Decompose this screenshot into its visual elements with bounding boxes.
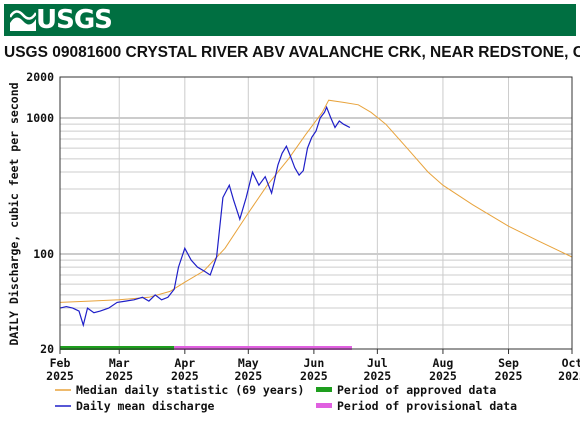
x-tick-label-year: 2025 (105, 369, 133, 383)
usgs-wave-icon (10, 10, 36, 31)
x-tick-label-year: 2025 (429, 369, 457, 383)
x-tick-label-year: 2025 (171, 369, 199, 383)
plot-border (59, 76, 573, 350)
x-tick-label-month: Oct (562, 356, 580, 370)
legend-label-2: Period of approved data (337, 383, 496, 397)
chart-title: USGS 09081600 CRYSTAL RIVER ABV AVALANCH… (4, 44, 580, 61)
x-tick-label-month: Jul (367, 356, 388, 370)
x-tick-label-month: Feb (50, 356, 71, 370)
series-layer (59, 99, 573, 350)
axis-layer: 2010010002000Feb2025Mar2025Apr2025May202… (26, 70, 580, 383)
grid-layer (59, 76, 573, 350)
legend-label-1: Daily mean discharge (76, 399, 215, 413)
x-tick-label-month: Mar (109, 356, 130, 370)
y-tick-label: 100 (33, 247, 54, 261)
legend-label-3: Period of provisional data (337, 399, 517, 413)
x-tick-label-month: Aug (433, 356, 454, 370)
usgs-banner: USGS (4, 4, 576, 36)
x-tick-label-year: 2025 (495, 369, 523, 383)
x-tick-label-month: May (238, 356, 259, 370)
y-tick-label: 20 (40, 342, 54, 356)
legend-label-0: Median daily statistic (69 years) (76, 383, 304, 397)
x-tick-label-year: 2025 (558, 369, 580, 383)
x-tick-label-year: 2025 (300, 369, 328, 383)
x-tick-label-year: 2025 (234, 369, 262, 383)
period-bar-3 (174, 346, 352, 350)
x-tick-label-month: Apr (174, 356, 195, 370)
legend-layer: Median daily statistic (69 years) Daily m… (55, 383, 517, 413)
x-tick-label-year: 2025 (364, 369, 392, 383)
x-tick-label-year: 2025 (46, 369, 74, 383)
period-bar-2 (60, 346, 175, 350)
legend-swatch-2 (316, 387, 332, 392)
y-tick-label: 2000 (26, 70, 54, 84)
y-tick-label: 1000 (26, 111, 54, 125)
x-tick-label-month: Jun (303, 356, 324, 370)
x-tick-label-month: Sep (498, 356, 519, 370)
legend-swatch-3 (316, 403, 332, 408)
series-line-1 (59, 105, 351, 328)
usgs-logo-text: USGS (36, 5, 113, 35)
series-line-0 (59, 99, 573, 303)
